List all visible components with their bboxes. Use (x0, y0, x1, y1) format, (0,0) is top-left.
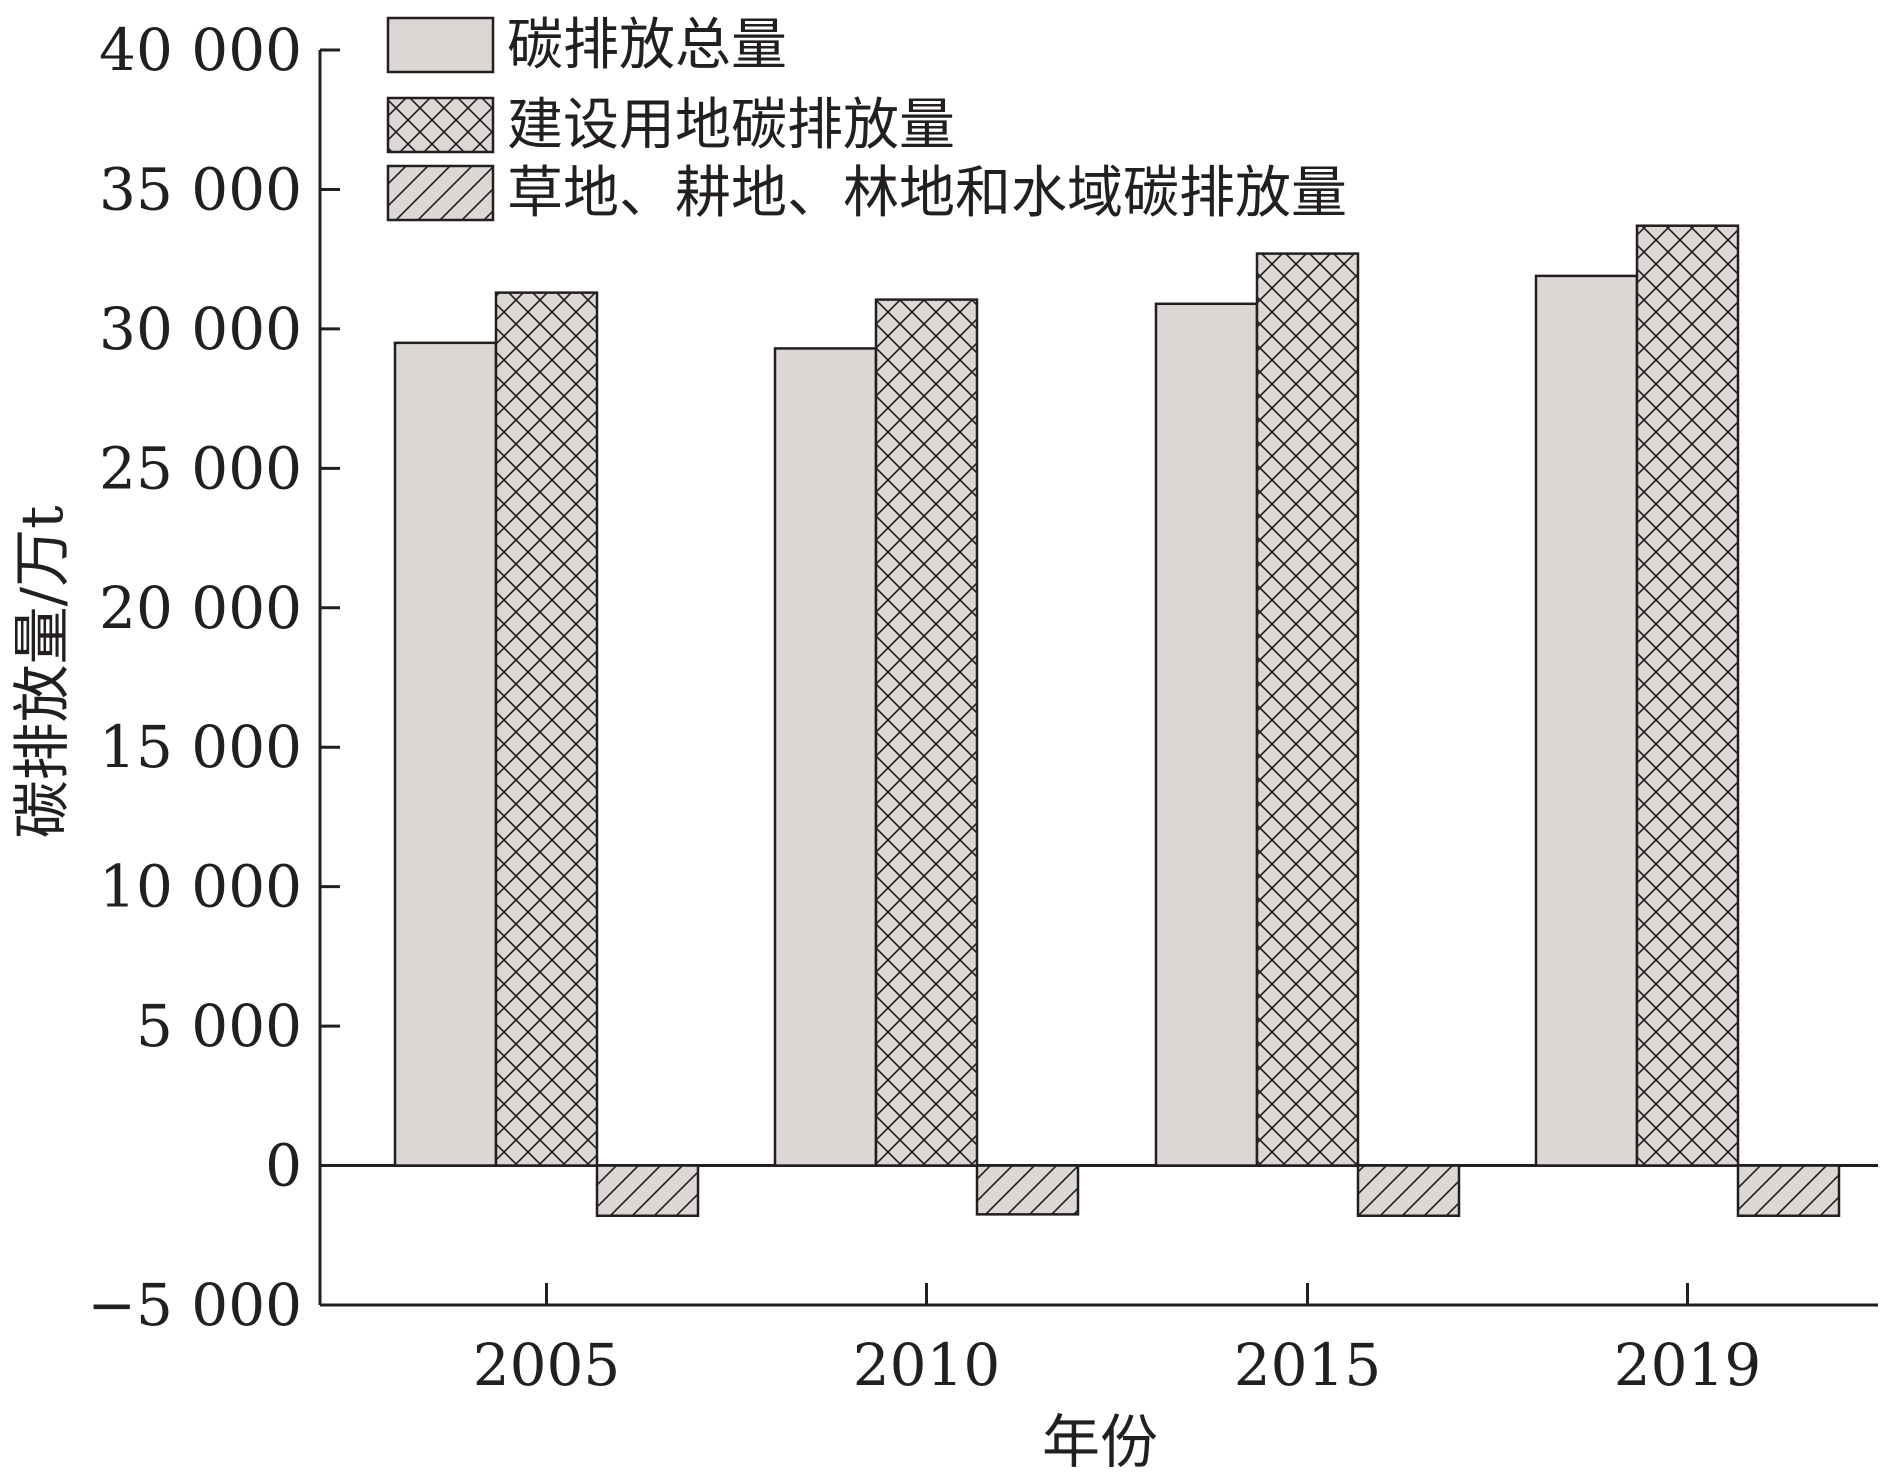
y-tick-label: 10 000 (99, 853, 302, 921)
y-tick-label: 30 000 (99, 295, 302, 363)
y-tick-label: 40 000 (99, 16, 302, 84)
y-tick-label: 20 000 (99, 574, 302, 642)
legend-swatch-2 (386, 96, 495, 154)
y-axis-title: 碳排放量/万t (8, 506, 76, 839)
x-axis: 2005 2010 2015 2019 (320, 1164, 1878, 1399)
legend-swatch-1 (386, 16, 495, 74)
y-tick-label: 25 000 (99, 434, 302, 502)
x-tick-label: 2019 (1614, 1331, 1762, 1399)
legend-label-2: 建设用地碳排放量 (507, 93, 955, 158)
bars (393, 224, 1841, 1218)
legend-label-1: 碳排放总量 (507, 13, 787, 78)
legend-label-3: 草地、耕地、林地和水域碳排放量 (507, 161, 1347, 226)
y-tick-label: 15 000 (99, 713, 302, 781)
y-tick-label: 5 000 (136, 992, 302, 1060)
bar-2010-1 (773, 347, 878, 1167)
y-tick-label: 0 (265, 1132, 302, 1200)
bar-2005-1 (393, 341, 498, 1167)
bar-2015-2 (1255, 252, 1360, 1167)
bar-2005-2 (494, 291, 599, 1167)
x-tick-label: 2010 (853, 1331, 1001, 1399)
y-axis: −5 000 0 5 000 10 000 15 000 20 000 25 000 30 0… (87, 16, 340, 1339)
y-tick-label: −5 000 (87, 1271, 302, 1339)
bar-2019-1 (1534, 274, 1639, 1167)
y-tick-label: 35 000 (99, 155, 302, 223)
x-tick-label: 2015 (1234, 1331, 1382, 1399)
bar-2010-3 (975, 1164, 1080, 1216)
bar-2015-3 (1356, 1164, 1461, 1218)
bar-2015-1 (1154, 302, 1259, 1167)
bar-2005-3 (595, 1164, 700, 1218)
x-tick-label: 2005 (473, 1331, 621, 1399)
x-axis-title: 年份 (1042, 1408, 1158, 1476)
legend-swatch-3 (386, 164, 495, 222)
bar-2010-2 (874, 298, 979, 1167)
bar-2019-2 (1635, 224, 1740, 1167)
bar-2019-3 (1736, 1164, 1841, 1218)
